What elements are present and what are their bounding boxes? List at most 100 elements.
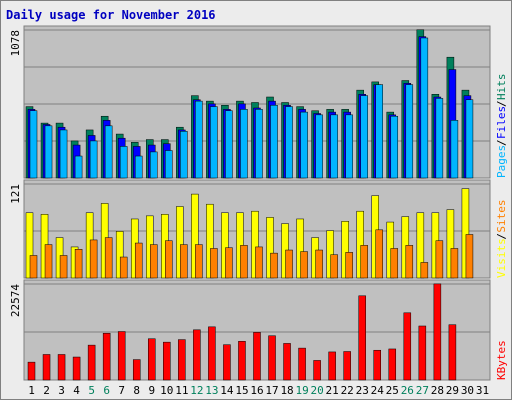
x-tick-label: 26 bbox=[401, 384, 414, 397]
bar-kbytes bbox=[27, 361, 36, 381]
bar-sites bbox=[225, 247, 233, 279]
bar-visits bbox=[356, 210, 364, 279]
bar-sites bbox=[405, 245, 414, 279]
bar-sites bbox=[89, 239, 98, 279]
bar-sites bbox=[180, 244, 188, 279]
bar-pages bbox=[134, 155, 143, 179]
y-max-label: 22574 bbox=[9, 284, 22, 317]
bar-sites bbox=[360, 245, 368, 279]
bar-pages bbox=[29, 110, 38, 179]
x-tick-label: 25 bbox=[386, 384, 399, 397]
bar-kbytes bbox=[72, 356, 81, 381]
bar-pages bbox=[300, 111, 308, 179]
panel-2: 121 Visits/Sites bbox=[9, 179, 508, 279]
panel-1: 1078 Pages/Files/Hits bbox=[9, 25, 508, 179]
bar-kbytes bbox=[358, 295, 366, 381]
bar-kbytes bbox=[132, 359, 141, 381]
bar-visits bbox=[191, 193, 199, 279]
bar-kbytes bbox=[223, 344, 231, 381]
bar-pages bbox=[180, 131, 188, 179]
x-tick-label: 6 bbox=[103, 384, 110, 397]
bar-visits bbox=[266, 217, 274, 279]
bar-kbytes bbox=[163, 341, 171, 381]
x-tick-label: 16 bbox=[250, 384, 263, 397]
bar-sites bbox=[300, 251, 308, 279]
x-tick-label: 15 bbox=[235, 384, 248, 397]
bar-sites bbox=[315, 249, 323, 279]
bar-kbytes bbox=[178, 339, 186, 381]
x-tick-label: 3 bbox=[58, 384, 65, 397]
bar-visits bbox=[115, 231, 124, 279]
x-tick-label: 17 bbox=[265, 384, 278, 397]
legend-files: Files bbox=[495, 106, 508, 139]
bar-sites bbox=[195, 244, 203, 279]
bar-kbytes bbox=[298, 347, 306, 381]
x-tick-label: 24 bbox=[371, 384, 385, 397]
bar-visits bbox=[296, 218, 304, 279]
x-tick-label: 22 bbox=[341, 384, 354, 397]
x-tick-label: 13 bbox=[205, 384, 218, 397]
bar-sites bbox=[240, 245, 248, 279]
legend-pages: Pages bbox=[495, 145, 508, 178]
x-tick-label: 7 bbox=[118, 384, 125, 397]
bar-sites bbox=[44, 244, 53, 279]
bar-sites bbox=[59, 255, 68, 279]
bar-kbytes bbox=[193, 329, 201, 381]
bar-sites bbox=[285, 249, 293, 279]
bar-pages bbox=[285, 106, 293, 179]
bar-sites bbox=[29, 255, 38, 279]
x-tick-label: 11 bbox=[175, 384, 188, 397]
bar-pages bbox=[44, 125, 53, 179]
bar-pages bbox=[210, 106, 218, 179]
bar-sites bbox=[210, 248, 218, 279]
bar-sites bbox=[330, 254, 338, 279]
bar-visits bbox=[341, 221, 349, 279]
bar-pages bbox=[420, 37, 429, 179]
x-tick-label: 9 bbox=[148, 384, 155, 397]
bar-kbytes bbox=[87, 344, 96, 381]
x-tick-label: 28 bbox=[431, 384, 444, 397]
legend-sites: Sites bbox=[495, 199, 508, 232]
x-tick-label: 20 bbox=[311, 384, 324, 397]
bar-kbytes bbox=[418, 325, 427, 381]
x-tick-label: 14 bbox=[220, 384, 234, 397]
x-tick-label: 23 bbox=[356, 384, 369, 397]
bar-sites bbox=[390, 248, 399, 279]
x-tick-label: 31 bbox=[476, 384, 489, 397]
bar-sites bbox=[450, 248, 459, 279]
y-axis-label-right: Pages/Files/Hits bbox=[495, 74, 508, 179]
x-tick-label: 27 bbox=[416, 384, 429, 397]
bar-kbytes bbox=[388, 348, 397, 381]
bar-kbytes bbox=[42, 354, 51, 381]
bar-pages bbox=[270, 104, 278, 179]
bar-pages bbox=[375, 84, 383, 179]
x-tick-label: 12 bbox=[190, 384, 203, 397]
bar-visits bbox=[416, 212, 425, 279]
bar-pages bbox=[195, 100, 203, 179]
bar-visits bbox=[251, 210, 259, 279]
x-tick-label: 4 bbox=[73, 384, 80, 397]
bar-sites bbox=[345, 252, 353, 279]
y-max-label: 1078 bbox=[9, 30, 22, 57]
bar-visits bbox=[461, 188, 470, 279]
bar-sites bbox=[465, 234, 474, 279]
bar-pages bbox=[255, 109, 263, 179]
bar-pages bbox=[330, 114, 338, 179]
bar-sites bbox=[104, 237, 113, 279]
x-tick-label: 5 bbox=[88, 384, 95, 397]
bar-sites bbox=[150, 244, 158, 279]
bar-sites bbox=[270, 252, 278, 279]
legend-visits: Visits bbox=[495, 238, 508, 278]
panel-3: 22574 KBytes bbox=[9, 279, 508, 381]
bar-pages bbox=[59, 129, 68, 179]
x-tick-label: 29 bbox=[446, 384, 459, 397]
bar-pages bbox=[390, 115, 399, 179]
legend-separator: / bbox=[495, 139, 508, 146]
legend-separator: / bbox=[495, 233, 508, 240]
bar-pages bbox=[435, 98, 444, 179]
bar-kbytes bbox=[102, 332, 111, 381]
bar-kbytes bbox=[148, 338, 156, 381]
bar-kbytes bbox=[268, 335, 276, 381]
bar-kbytes bbox=[448, 324, 457, 381]
